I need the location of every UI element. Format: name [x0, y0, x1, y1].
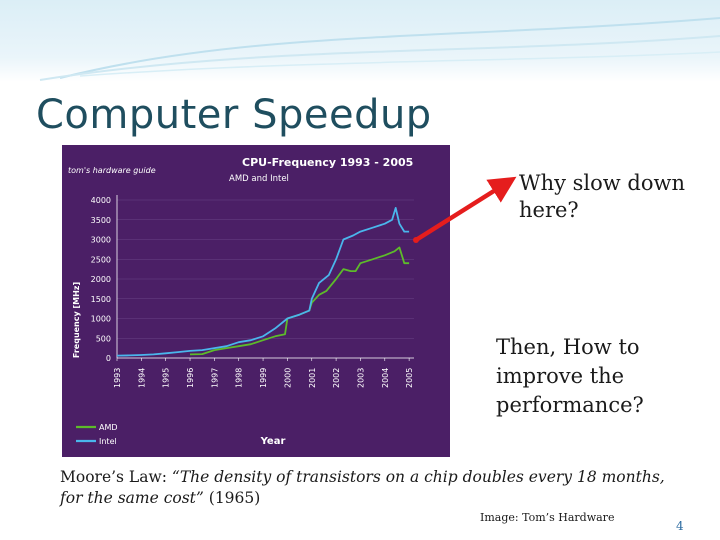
series-line-intel [116, 207, 410, 357]
page-title: Computer Speedup [36, 92, 432, 138]
y-tick-label: 2500 [91, 255, 111, 264]
cpu-frequency-chart: CPU-Frequency 1993 - 2005 AMD and Intel … [62, 145, 450, 457]
y-tick-label: 0 [106, 354, 111, 363]
x-tick-label: 1998 [235, 368, 244, 388]
tomshardware-logo: tom's hardware guide [68, 166, 156, 175]
chart-legend: AMD Intel [76, 423, 118, 446]
y-tick-label: 4000 [91, 196, 111, 205]
x-tick-label: 2003 [356, 368, 365, 388]
page-number: 4 [676, 519, 684, 533]
callout-why-slow-down: Why slow down here? [519, 171, 686, 222]
x-tick-label: 1993 [113, 368, 122, 388]
y-tick-label: 1000 [91, 315, 111, 324]
image-credit: Image: Tom’s Hardware [480, 511, 615, 524]
arrow-line [414, 176, 517, 242]
x-tick-label: 2005 [405, 368, 414, 388]
x-tick-label: 1996 [186, 368, 195, 388]
y-tick-label: 2000 [91, 275, 111, 284]
x-tick-label: 2004 [381, 368, 390, 388]
x-axis-label: Year [260, 436, 286, 447]
chart-series [116, 207, 410, 357]
chart-svg: CPU-Frequency 1993 - 2005 AMD and Intel … [62, 145, 450, 457]
x-tick-label: 1994 [137, 368, 146, 388]
arrow-tail [413, 237, 419, 243]
y-tick-label: 3000 [91, 236, 111, 245]
y-tick-label: 500 [96, 334, 111, 343]
chart-axes: 0 500 1000 1500 2000 2500 3000 3500 4000 1993 1994… [91, 195, 414, 388]
moores-law-quote: “The density of transistors on a chip do… [60, 468, 665, 507]
x-tick-label: 2000 [283, 368, 292, 388]
moores-law-year: (1965) [203, 489, 261, 507]
y-tick-label: 1500 [91, 295, 111, 304]
moores-law-lead: Moore’s Law: [60, 468, 172, 486]
y-tick-label: 3500 [91, 216, 111, 225]
chart-title: CPU-Frequency 1993 - 2005 [242, 156, 413, 169]
chart-background [62, 145, 450, 457]
legend-label: Intel [99, 437, 117, 446]
series-line-amd [189, 246, 410, 356]
legend-label: AMD [99, 423, 118, 432]
chart-subtitle: AMD and Intel [229, 174, 289, 184]
x-tick-label: 2002 [332, 368, 341, 388]
x-tick-label: 2001 [308, 368, 317, 388]
callout-improve-performance: Then, How to improve the performance? [496, 335, 644, 417]
y-axis-label: Frequency [MHz] [72, 282, 81, 358]
x-tick-label: 1995 [162, 368, 171, 388]
moores-law-text: Moore’s Law: “The density of transistors… [60, 467, 680, 509]
x-tick-label: 1999 [259, 368, 268, 388]
x-tick-label: 1997 [210, 368, 219, 388]
